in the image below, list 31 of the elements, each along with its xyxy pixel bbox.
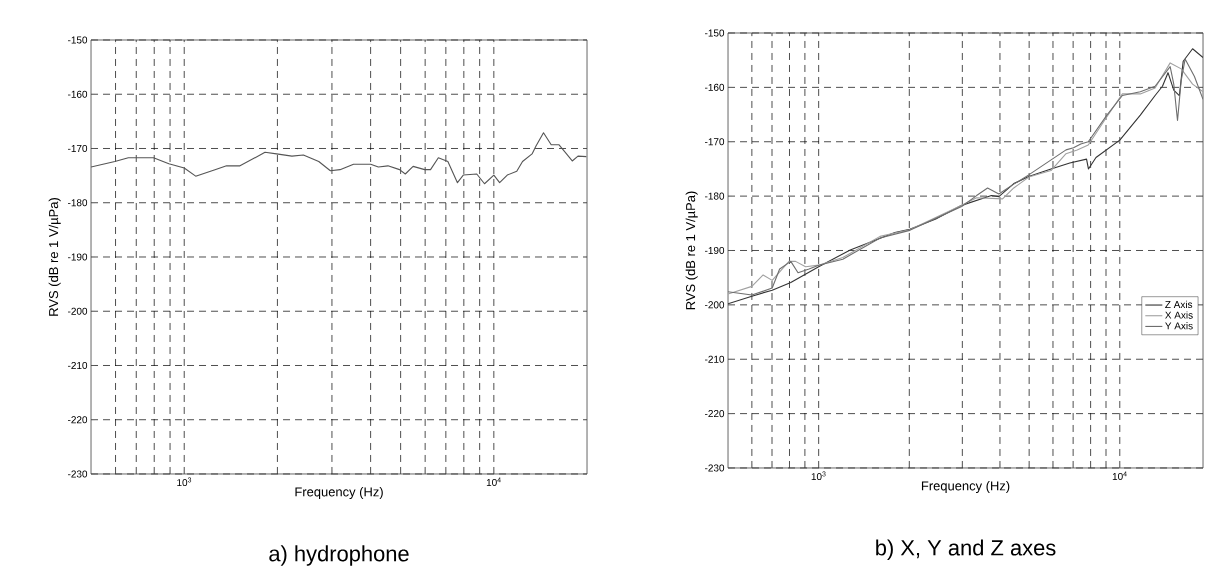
y-tick-label: -180 [68, 199, 88, 207]
text: a) hydrophone [269, 545, 409, 566]
y-tick-label: -230 [705, 464, 725, 472]
y-tick-label: -210 [68, 361, 88, 370]
y-tick-label: -160 [68, 90, 88, 98]
y-axis-title: RVS (dB re 1 V/µPa) [685, 191, 698, 310]
legend-label: Y Axis [1165, 322, 1193, 330]
x-tick-label: 10$^{4}$ [1112, 471, 1127, 481]
y-tick-label: -170 [68, 144, 88, 153]
y-tick-label: -200 [705, 301, 725, 309]
x-tick-label: 10$^{3}$ [811, 471, 826, 481]
y-axis-title: RVS (dB re 1 V/µPa) [48, 198, 61, 316]
y-tick-label: -230 [68, 470, 88, 478]
y-tick-label: -150 [68, 36, 88, 44]
legend-label: Z Axis [1165, 300, 1193, 308]
x-tick-label: 10$^{3}$ [177, 477, 192, 487]
y-tick-label: -220 [68, 416, 88, 424]
y-tick-label: -190 [705, 246, 725, 255]
text: b) X, Y and Z axes [876, 539, 1056, 560]
y-tick-label: -160 [705, 83, 725, 91]
x-axis-title: Frequency (Hz) [295, 486, 383, 499]
y-tick-label: -180 [705, 192, 725, 200]
x-axis-title: Frequency (Hz) [921, 480, 1010, 493]
x-tick-label: 10$^{4}$ [486, 477, 501, 487]
y-tick-label: -150 [705, 29, 725, 37]
y-tick-label: -220 [705, 410, 725, 418]
y-tick-label: -210 [705, 355, 725, 363]
y-tick-label: -170 [705, 138, 725, 146]
y-tick-label: -190 [68, 253, 88, 261]
legend-label: X Axis [1165, 311, 1193, 319]
y-tick-label: -200 [68, 307, 88, 315]
